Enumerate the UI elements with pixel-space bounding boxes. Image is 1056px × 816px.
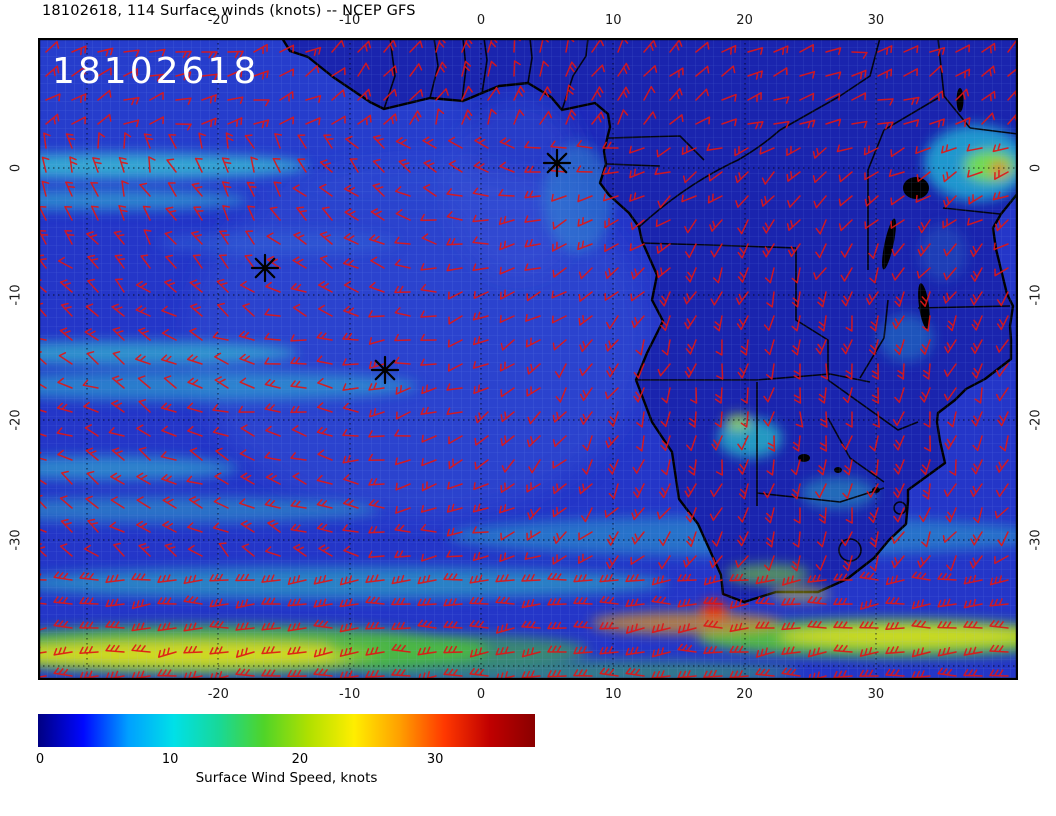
y-axis-tick-label: 0	[8, 163, 24, 172]
x-axis-tick-label: 0	[476, 687, 486, 702]
y-axis-tick-label: -10	[1028, 284, 1044, 306]
colorbar-gradient	[38, 714, 535, 747]
x-axis-tick-label: 0	[476, 13, 486, 28]
y-axis-tick-label: -20	[8, 409, 24, 431]
colorbar-tick-label: 20	[291, 752, 309, 767]
x-axis-tick-label: -10	[339, 687, 361, 702]
wind-map-canvas: 18102618	[38, 38, 1018, 680]
x-axis-tick-label: 10	[604, 687, 622, 702]
colorbar-tick-label: 30	[426, 752, 444, 767]
x-axis-tick-label: 10	[604, 13, 622, 28]
wind-barbs	[38, 38, 1018, 680]
x-axis-tick-label: -20	[207, 13, 229, 28]
x-axis-tick-label: -10	[339, 13, 361, 28]
y-axis-tick-label: -10	[8, 284, 24, 306]
timestamp-label: 18102618	[52, 51, 259, 92]
y-axis-tick-label: 0	[1028, 163, 1044, 172]
y-axis-tick-label: -30	[8, 529, 24, 551]
x-axis-tick-label: 20	[736, 687, 753, 702]
x-axis-tick-label: 20	[736, 13, 753, 28]
colorbar-label: Surface Wind Speed, knots	[195, 770, 378, 786]
station-markers	[250, 148, 572, 385]
colorbar-tick-label: 0	[35, 752, 45, 767]
y-axis-tick-label: -20	[1028, 409, 1044, 431]
x-axis-tick-label: 30	[867, 687, 885, 702]
y-axis-tick-label: -30	[1028, 529, 1044, 551]
map-frame: 18102618	[38, 38, 1018, 680]
x-axis-tick-label: 30	[867, 13, 885, 28]
x-axis-tick-label: -20	[207, 687, 229, 702]
map-border	[38, 38, 1018, 680]
page-title: 18102618, 114 Surface winds (knots) -- N…	[42, 3, 416, 19]
colorbar-tick-label: 10	[161, 752, 179, 767]
